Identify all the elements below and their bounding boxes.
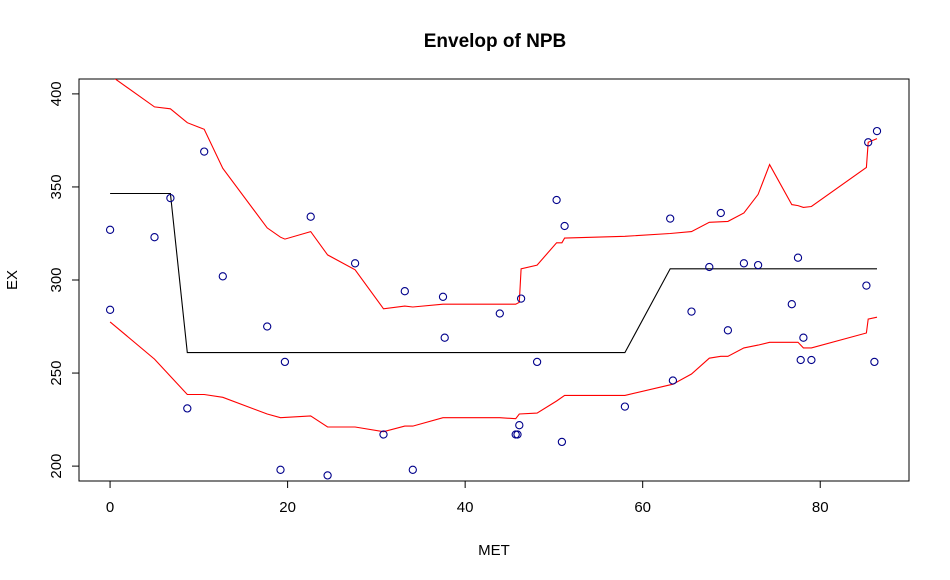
data-point	[438, 292, 448, 301]
chart-title: Envelop of NPB	[424, 31, 567, 52]
data-point	[687, 307, 696, 316]
fit-line	[110, 192, 877, 354]
x-tick-label: 0	[106, 499, 114, 516]
data-point	[862, 281, 871, 290]
data-point	[515, 421, 524, 430]
upper-envelope-line	[114, 79, 878, 310]
data-point	[276, 465, 285, 474]
data-point	[263, 322, 272, 331]
x-tick-label: 20	[279, 499, 296, 516]
data-point	[150, 233, 159, 242]
y-axis: 200 250 300 350 400	[48, 81, 80, 479]
data-point	[668, 376, 678, 385]
lower-envelope-line	[109, 316, 878, 433]
data-point	[870, 357, 879, 367]
data-point	[350, 259, 360, 268]
data-point	[400, 287, 409, 296]
data-point	[705, 262, 714, 272]
y-tick-label: 200	[48, 454, 65, 479]
data-point	[620, 402, 630, 411]
data-point	[807, 355, 816, 365]
x-tick-label: 80	[812, 499, 829, 516]
data-point	[666, 214, 675, 223]
data-point	[723, 326, 733, 335]
data-point	[200, 147, 209, 156]
data-point	[716, 208, 725, 218]
data-point	[753, 260, 763, 270]
data-point	[557, 437, 567, 447]
data-point	[552, 195, 561, 205]
data-point	[796, 355, 805, 365]
x-tick-label: 40	[457, 499, 474, 516]
y-tick-label: 400	[48, 81, 65, 106]
y-tick-label: 300	[48, 267, 65, 292]
x-axis-label: MET	[478, 542, 510, 559]
y-tick-label: 350	[48, 174, 65, 199]
data-point	[440, 333, 449, 342]
data-point	[560, 221, 569, 231]
data-point	[379, 430, 388, 439]
data-point	[408, 465, 417, 474]
data-point	[532, 357, 542, 367]
data-point	[516, 294, 526, 303]
data-point	[280, 357, 290, 367]
y-tick-label: 250	[48, 361, 65, 386]
data-point	[793, 253, 803, 262]
data-point	[787, 300, 796, 309]
data-point	[323, 471, 332, 480]
data-point	[183, 404, 192, 413]
data-point	[105, 225, 115, 234]
plot-frame	[78, 78, 910, 482]
data-point	[872, 126, 882, 136]
y-axis-label: EX	[4, 270, 21, 290]
data-point	[166, 193, 175, 203]
data-point	[306, 212, 315, 221]
x-axis: 0 20 40 60 80	[106, 480, 829, 516]
data-point	[739, 259, 749, 268]
data-point	[495, 309, 504, 318]
data-point	[513, 430, 522, 439]
plot-area	[105, 79, 882, 480]
data-point	[864, 138, 873, 147]
data-point	[105, 305, 115, 314]
data-point	[799, 333, 808, 342]
data-point	[218, 272, 227, 281]
x-tick-label: 60	[634, 499, 651, 516]
